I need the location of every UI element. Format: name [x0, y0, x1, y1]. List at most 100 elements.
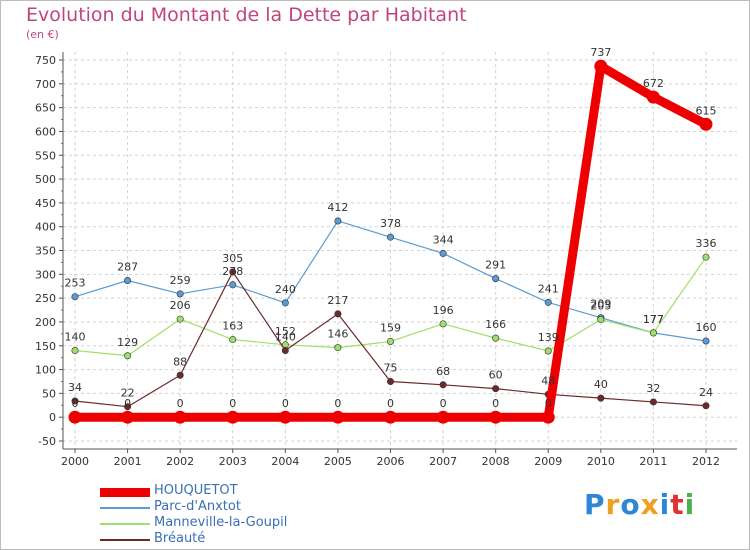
data-label: 672 [643, 77, 664, 90]
series-point-3 [702, 402, 710, 410]
y-tick-label: 50 [42, 387, 56, 400]
x-tick-label: 2007 [429, 455, 457, 468]
data-label: 40 [594, 378, 608, 391]
data-label: 206 [170, 299, 191, 312]
legend-swatch [100, 487, 150, 497]
series-point-1 [71, 293, 79, 301]
y-tick-label: 600 [35, 125, 56, 138]
x-tick-label: 2012 [692, 455, 720, 468]
y-tick-label: 650 [35, 102, 56, 115]
series-point-3 [176, 371, 184, 379]
series-point-0 [226, 410, 240, 424]
data-label: 0 [545, 397, 552, 410]
series-point-1 [386, 233, 394, 241]
data-label: 159 [380, 321, 401, 334]
data-label: 217 [327, 294, 348, 307]
series-point-0 [331, 410, 345, 424]
series-point-1 [492, 275, 500, 283]
data-label: 412 [327, 201, 348, 214]
series-point-0 [489, 410, 503, 424]
data-label: 737 [590, 46, 611, 59]
y-tick-label: 300 [35, 268, 56, 281]
series-point-2 [544, 347, 552, 355]
data-label: 0 [387, 397, 394, 410]
series-point-3 [124, 403, 132, 411]
y-tick-label: -50 [38, 435, 56, 448]
data-label: 139 [538, 331, 559, 344]
data-label: 378 [380, 217, 401, 230]
data-label: 0 [177, 397, 184, 410]
data-label: 163 [222, 320, 243, 333]
data-label: 32 [646, 382, 660, 395]
series-point-0 [68, 410, 82, 424]
series-point-2 [386, 337, 394, 345]
data-label: 34 [68, 381, 82, 394]
data-label: 336 [696, 237, 717, 250]
series-point-2 [176, 315, 184, 323]
logo-letter: o [620, 488, 641, 521]
data-label: 177 [643, 313, 664, 326]
logo-letter: i [684, 488, 696, 521]
series-point-2 [229, 336, 237, 344]
series-point-3 [334, 310, 342, 318]
y-tick-label: 150 [35, 340, 56, 353]
series-point-0 [436, 410, 450, 424]
x-tick-label: 2009 [534, 455, 562, 468]
data-label: 253 [65, 277, 86, 290]
data-label: 68 [436, 365, 450, 378]
y-tick-label: 500 [35, 173, 56, 186]
data-label: 287 [117, 261, 138, 274]
series-point-1 [334, 217, 342, 225]
y-tick-label: 400 [35, 221, 56, 234]
data-label: 196 [433, 304, 454, 317]
legend-label: Parc-d'Anxtot [154, 499, 241, 514]
data-label: 0 [229, 397, 236, 410]
y-tick-label: 250 [35, 292, 56, 305]
series-point-3 [492, 385, 500, 393]
series-point-3 [386, 377, 394, 385]
x-tick-label: 2008 [482, 455, 510, 468]
data-label: 140 [65, 331, 86, 344]
x-tick-label: 2011 [639, 455, 667, 468]
series-point-1 [439, 249, 447, 257]
series-point-0 [173, 410, 187, 424]
data-label: 0 [492, 397, 499, 410]
series-point-2 [439, 320, 447, 328]
legend-label: Manneville-la-Goupil [154, 515, 288, 530]
data-label: 152 [275, 325, 296, 338]
data-label: 24 [699, 386, 713, 399]
logo-letter: P [584, 488, 606, 521]
x-tick-label: 2004 [271, 455, 299, 468]
data-label: 205 [590, 300, 611, 313]
data-label: 166 [485, 318, 506, 331]
data-label: 305 [222, 252, 243, 265]
series-point-0 [594, 59, 608, 73]
data-label: 241 [538, 282, 559, 295]
x-tick-label: 2005 [324, 455, 352, 468]
data-label: 291 [485, 259, 506, 272]
data-label: 60 [489, 369, 503, 382]
x-tick-label: 2006 [377, 455, 405, 468]
y-tick-label: 350 [35, 245, 56, 258]
data-label: 160 [696, 321, 717, 334]
x-tick-label: 2001 [114, 455, 142, 468]
logo-letter: x [640, 488, 660, 521]
y-tick-label: 0 [49, 411, 56, 424]
x-tick-label: 2010 [587, 455, 615, 468]
data-label: 0 [282, 397, 289, 410]
series-point-3 [649, 398, 657, 406]
data-label: 0 [440, 397, 447, 410]
chart-subtitle: (en €) [26, 28, 59, 41]
series-point-2 [334, 344, 342, 352]
series-point-2 [124, 352, 132, 360]
data-label: 0 [334, 397, 341, 410]
data-label: 615 [696, 104, 717, 117]
data-label: 240 [275, 283, 296, 296]
proxiti-logo: Proxiti [584, 488, 695, 521]
series-point-3 [439, 381, 447, 389]
x-tick-label: 2002 [166, 455, 194, 468]
data-label: 259 [170, 274, 191, 287]
series-point-3 [597, 394, 605, 402]
y-tick-label: 100 [35, 364, 56, 377]
